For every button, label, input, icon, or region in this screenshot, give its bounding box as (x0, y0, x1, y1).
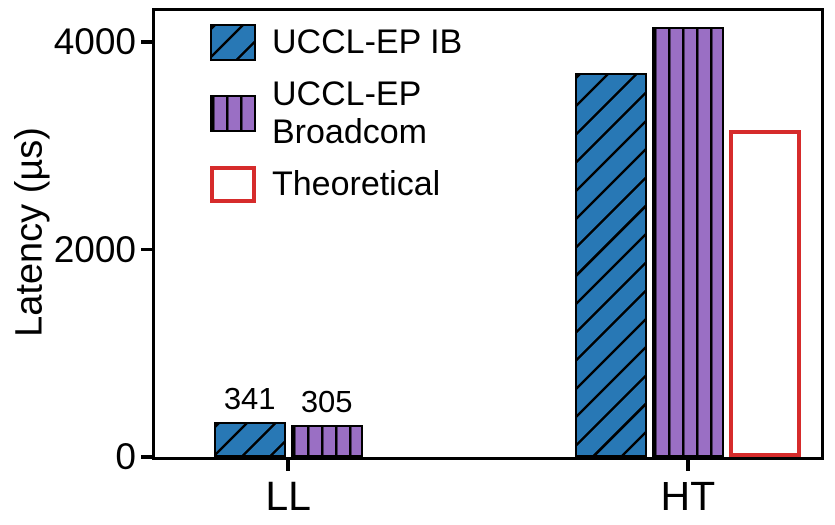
legend-swatch-theoretical (210, 165, 256, 203)
x-tick-ll (286, 460, 290, 471)
x-tick-label-ht: HT (660, 473, 716, 519)
legend-label-uccl-ep-broadcom: UCCL-EP Broadcom (272, 75, 427, 152)
y-tick-label-0: 0 (115, 436, 136, 477)
bar-ht-uccl-ep-broadcom (651, 26, 724, 457)
bar-value-label-ll-uccl-ep-ib: 341 (223, 380, 276, 416)
plot-area: UCCL-EP IB UCCL-EP Broadcom Theoretical … (54, 8, 824, 519)
legend-item-theoretical: Theoretical (210, 165, 517, 203)
bar-ht-theoretical (728, 130, 801, 457)
legend-item-uccl-ep-broadcom: UCCL-EP Broadcom (210, 75, 517, 151)
x-tick-ht (686, 460, 690, 471)
y-tick-label-2000: 2000 (53, 228, 136, 270)
bar-ll-uccl-ep-ib (213, 421, 286, 457)
y-tick-2000 (141, 247, 152, 252)
x-tick-label-ll: LL (265, 473, 311, 519)
y-tick-label-4000: 4000 (53, 21, 136, 63)
bar-value-label-ll-uccl-ep-broadcom: 305 (300, 384, 353, 420)
legend-label-theoretical: Theoretical (272, 165, 441, 204)
y-axis-label: Latency (µs) (8, 127, 51, 337)
bar-ht-uccl-ep-ib (574, 73, 647, 457)
legend-label-uccl-ep-ib: UCCL-EP IB (272, 23, 463, 61)
y-tick-0 (141, 455, 152, 459)
legend-item-uccl-ep-ib: UCCL-EP IB (210, 23, 517, 61)
y-tick-4000 (141, 40, 152, 44)
legend-swatch-uccl-ep-broadcom (210, 94, 256, 132)
legend: UCCL-EP IB UCCL-EP Broadcom Theoretical (210, 23, 517, 203)
legend-swatch-uccl-ep-ib (210, 23, 256, 61)
bar-ll-uccl-ep-broadcom (290, 425, 363, 457)
